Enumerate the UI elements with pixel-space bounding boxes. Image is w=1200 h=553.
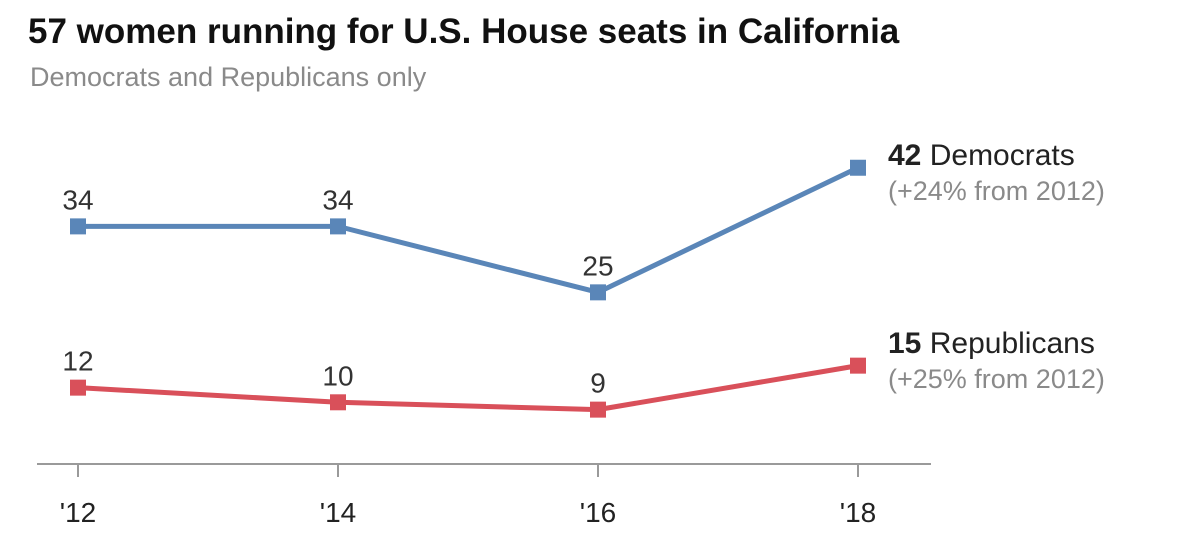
chart-subtitle: Democrats and Republicans only <box>30 62 427 92</box>
republicans-series-line <box>77 363 859 413</box>
series-group <box>70 159 866 418</box>
republicans-end-value: 15 <box>888 327 922 360</box>
republicans-point-marker <box>850 357 866 374</box>
democrats-point-marker <box>70 218 86 235</box>
x-tick-label: '16 <box>580 497 617 528</box>
democrats-value-label: 34 <box>322 184 353 215</box>
democrats-value-label: 25 <box>582 250 613 281</box>
democrats-end-note: (+24% from 2012) <box>888 176 1105 206</box>
democrats-point-marker <box>850 159 866 176</box>
x-tick-label: '18 <box>840 497 877 528</box>
republicans-value-label: 12 <box>62 346 93 377</box>
democrats-value-label: 34 <box>62 184 93 215</box>
republicans-point-marker <box>330 394 346 411</box>
democrats-end-label: 42 Democrats (+24% from 2012) <box>888 138 1105 208</box>
x-tick-label: '12 <box>60 497 97 528</box>
republicans-point-marker <box>70 379 86 396</box>
republicans-end-label: 15 Republicans (+25% from 2012) <box>888 326 1105 396</box>
republicans-value-label: 10 <box>322 360 353 391</box>
x-axis-ticks: '12 '14 '16 '18 <box>60 464 877 528</box>
republicans-value-label: 9 <box>590 368 606 399</box>
democrats-point-marker <box>590 284 606 301</box>
democrats-end-name: Democrats <box>929 139 1075 172</box>
republicans-point-marker <box>590 401 606 418</box>
democrats-series-line <box>78 165 860 295</box>
republicans-end-name: Republicans <box>929 327 1095 360</box>
value-labels: 34 34 25 12 10 9 <box>62 184 613 398</box>
republicans-end-note: (+25% from 2012) <box>888 364 1105 394</box>
x-tick-label: '14 <box>320 497 357 528</box>
democrats-end-value: 42 <box>888 139 922 172</box>
chart-title: 57 women running for U.S. House seats in… <box>28 12 900 51</box>
democrats-point-marker <box>330 218 346 235</box>
